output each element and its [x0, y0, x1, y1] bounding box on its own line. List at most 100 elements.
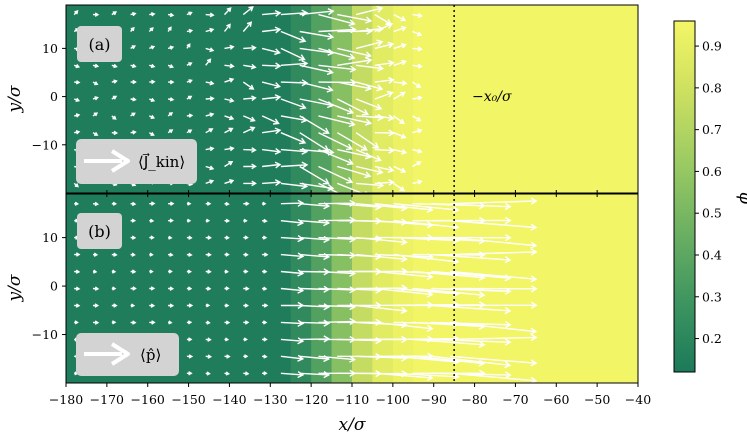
panel-a-y-ticks: −10 0 10: [32, 41, 66, 152]
vector-arrow: [374, 114, 395, 122]
vector-arrow: [412, 161, 422, 168]
vector-arrow: [149, 45, 156, 50]
x-tick-label: −60: [543, 392, 569, 407]
vector-arrow: [168, 320, 173, 325]
heatmap-column: [413, 5, 638, 193]
panel-a-tag-box: [77, 26, 122, 62]
vector-arrow: [224, 115, 235, 121]
vector-arrow: [412, 95, 423, 101]
vector-arrow: [393, 148, 408, 155]
vector-arrow: [186, 303, 194, 308]
vector-arrow: [205, 146, 215, 152]
vector-arrow: [92, 81, 99, 86]
vector-arrow: [262, 269, 268, 274]
vector-arrow: [205, 286, 212, 291]
vector-arrow: [224, 179, 235, 185]
vector-arrow: [243, 337, 248, 342]
vector-arrow: [167, 129, 174, 134]
x-tick-label: −80: [461, 392, 487, 407]
vector-arrow: [318, 13, 356, 27]
vector-arrow: [393, 165, 407, 173]
vector-arrow: [74, 201, 80, 206]
vector-arrow: [92, 112, 99, 117]
vline-label: −x₀/σ: [472, 89, 512, 105]
panel-b-tag-box: [77, 213, 122, 249]
vector-arrow: [224, 286, 230, 291]
vector-arrow: [74, 113, 81, 118]
vector-arrow: [393, 203, 460, 214]
vector-arrow: [431, 338, 512, 346]
vector-arrow: [318, 235, 357, 243]
y-tick-label: 10: [42, 41, 58, 56]
vector-arrow: [356, 113, 385, 122]
vector-arrow: [318, 355, 356, 363]
vector-arrow: [262, 147, 282, 155]
vector-arrow: [149, 97, 156, 102]
vector-arrow: [299, 8, 335, 16]
vector-arrow: [148, 132, 155, 136]
vector-arrow: [431, 234, 512, 242]
vector-arrow: [73, 182, 79, 188]
vector-arrow: [205, 218, 211, 223]
vector-arrow: [243, 180, 257, 187]
vector-arrow: [299, 165, 330, 185]
vector-arrow: [262, 94, 282, 101]
vector-arrow: [299, 303, 331, 311]
vector-arrow: [243, 320, 250, 325]
vector-arrow: [186, 371, 193, 376]
vector-arrow: [355, 132, 380, 149]
vector-arrow: [243, 303, 249, 308]
colorbar-tick-label: 0.2: [702, 331, 722, 346]
vector-arrow: [243, 126, 256, 134]
vector-arrow: [186, 95, 193, 100]
vector-arrow: [318, 317, 357, 326]
vector-arrow: [337, 165, 372, 179]
vector-arrow: [318, 98, 355, 115]
panel-b: −10 0 10 (b) ⟨p̂⟩: [32, 193, 639, 384]
vector-arrow: [262, 371, 268, 376]
vector-arrow: [92, 96, 99, 101]
vector-arrow: [318, 47, 356, 61]
vector-arrow: [92, 12, 100, 17]
y-tick-label: 0: [50, 279, 58, 294]
vector-arrow: [224, 218, 231, 223]
vector-arrow: [431, 304, 512, 315]
vector-arrow: [355, 39, 384, 50]
x-tick-label: −160: [131, 392, 165, 407]
vector-arrow: [149, 114, 156, 119]
vector-arrow: [355, 98, 383, 111]
heatmap-column: [392, 5, 414, 193]
vector-arrow: [111, 115, 117, 120]
vector-arrow: [168, 218, 174, 223]
heatmap-column: [352, 5, 373, 193]
vector-arrow: [167, 64, 174, 69]
vector-arrow: [130, 45, 136, 50]
vector-arrow: [92, 131, 99, 136]
vector-arrow: [262, 127, 282, 135]
vector-arrow: [299, 132, 330, 152]
vector-arrow: [337, 115, 373, 126]
vector-arrow: [148, 27, 154, 33]
vector-arrow: [450, 285, 538, 293]
vector-arrow: [205, 165, 215, 171]
vector-arrow: [450, 270, 538, 283]
vector-arrow: [374, 76, 395, 84]
vector-arrow: [299, 30, 335, 40]
vector-arrow: [224, 320, 231, 325]
y-tick-label: 10: [42, 230, 58, 245]
vector-arrow: [167, 26, 172, 32]
vector-arrow: [224, 337, 230, 342]
vector-arrow: [149, 320, 156, 325]
y-tick-label: 0: [50, 89, 58, 104]
panel-a-arrows: [73, 5, 423, 193]
colorbar-tick-label: 0.5: [702, 206, 722, 221]
vector-arrow: [393, 13, 407, 22]
vector-arrow: [242, 6, 254, 16]
vector-arrow: [262, 218, 268, 224]
vector-arrow: [205, 354, 213, 359]
vector-arrow: [224, 371, 231, 376]
vector-arrow: [149, 252, 154, 257]
x-tick-label: −130: [253, 392, 287, 407]
vector-arrow: [74, 80, 81, 85]
vector-arrow: [205, 179, 215, 185]
